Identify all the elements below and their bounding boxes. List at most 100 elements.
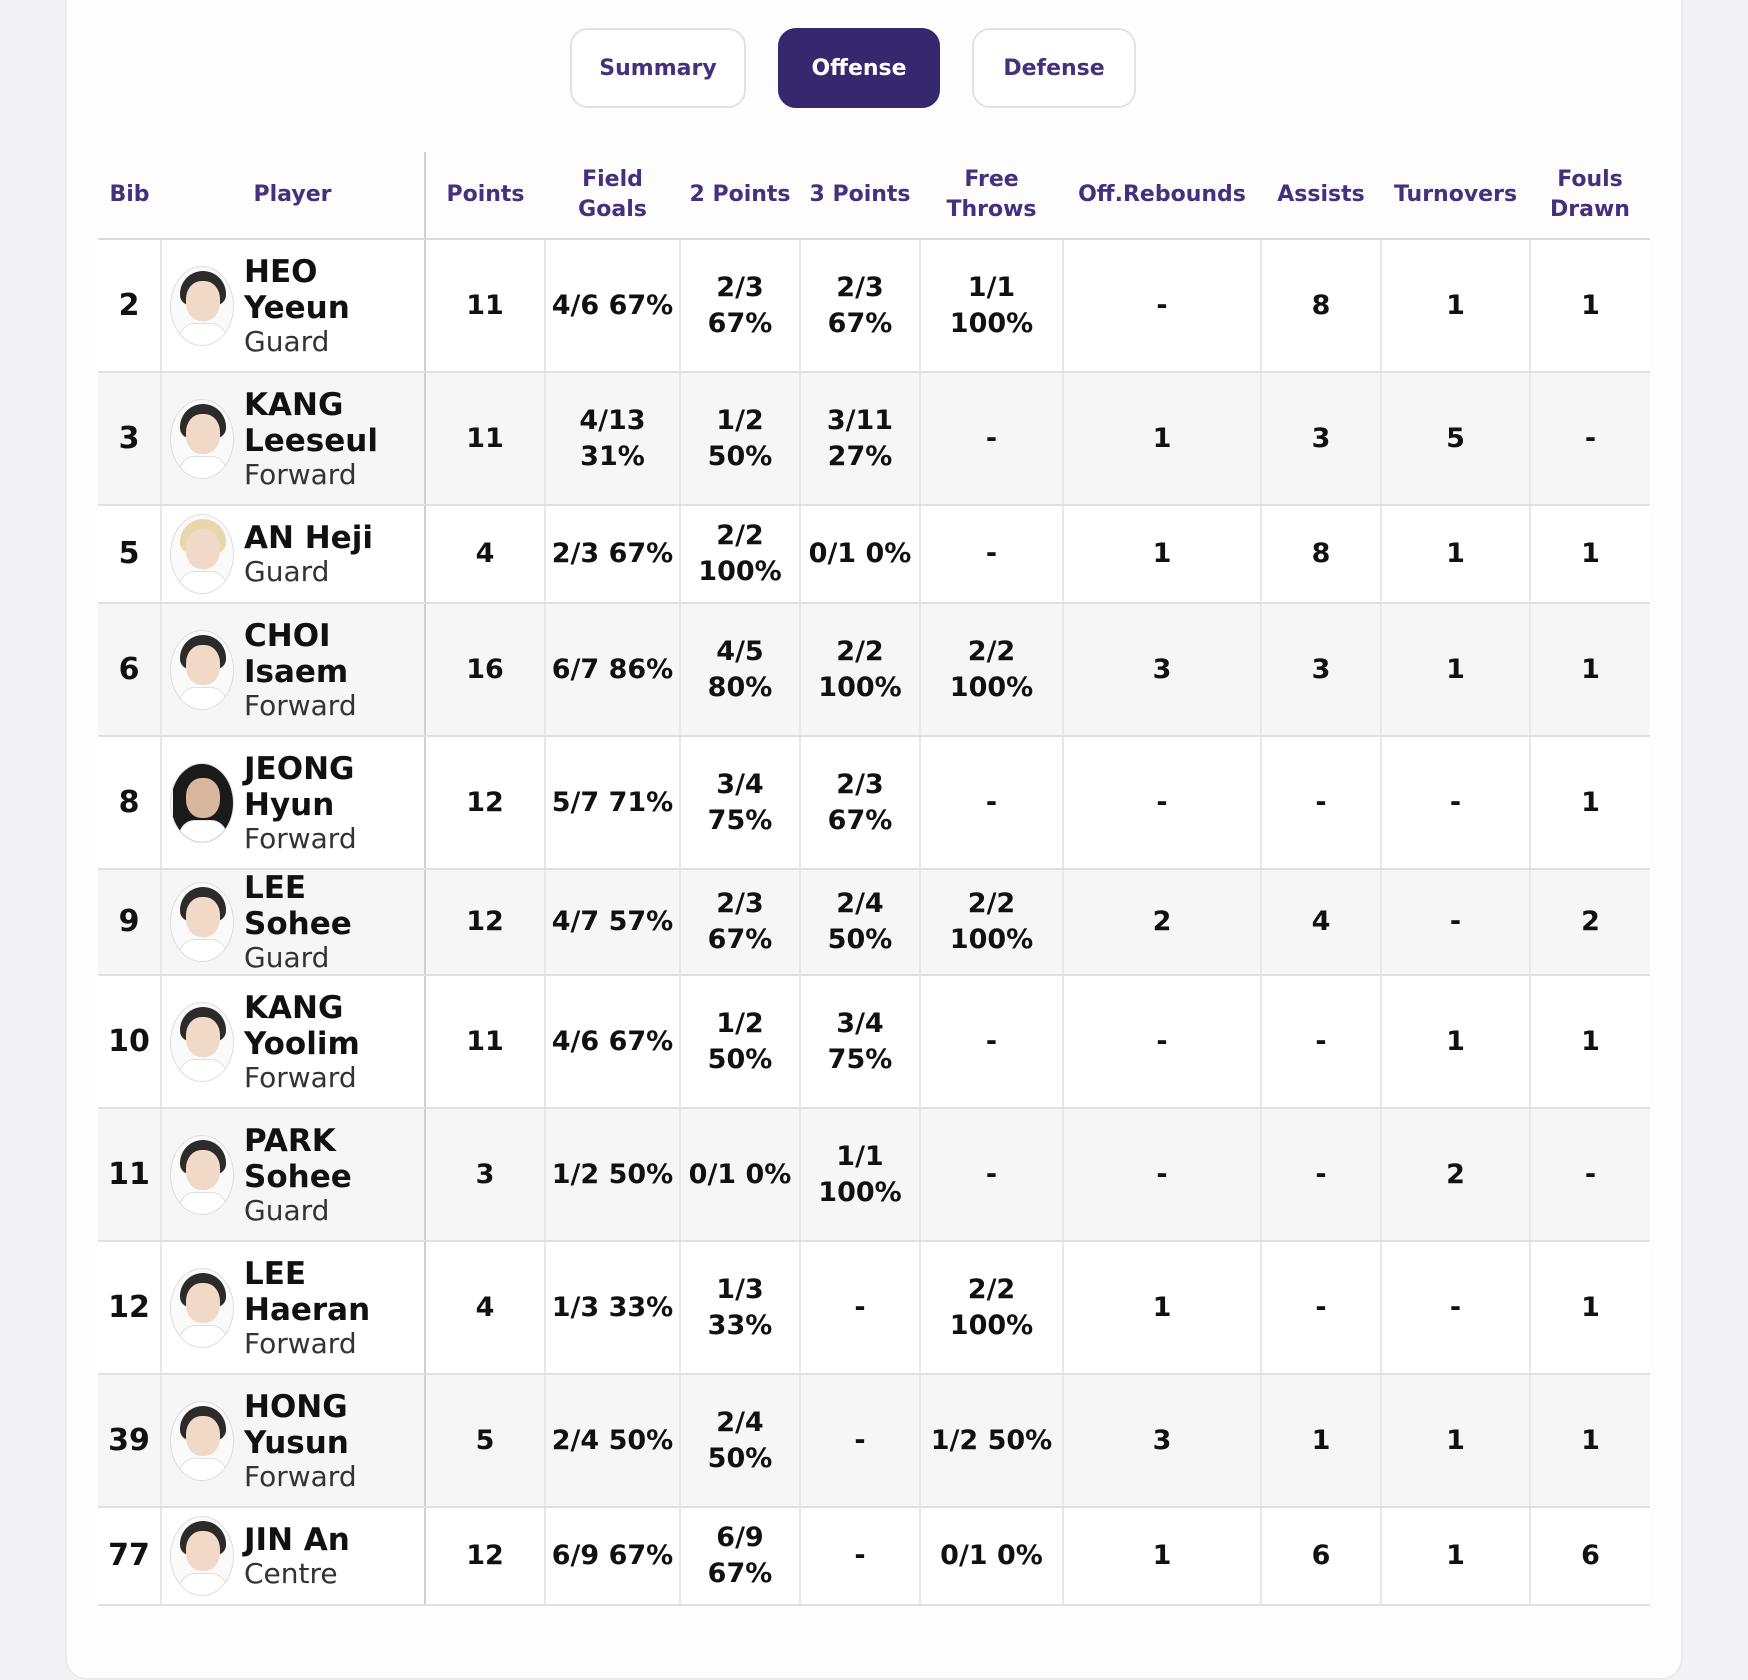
- player-name[interactable]: PARK Sohee: [244, 1122, 352, 1195]
- bib-cell: 5: [98, 505, 162, 604]
- player-name[interactable]: LEE Haeran: [244, 1255, 371, 1328]
- bib-cell: 11: [98, 1108, 162, 1242]
- player-position: Guard: [244, 1193, 330, 1227]
- bib-cell: 12: [98, 1241, 162, 1375]
- tab-summary[interactable]: Summary: [570, 28, 746, 108]
- player-name[interactable]: CHOI Isaem: [244, 617, 349, 690]
- player-name[interactable]: AN Heji: [244, 520, 373, 556]
- player-name[interactable]: LEE Sohee: [244, 870, 352, 942]
- player-cell[interactable]: CHOI Isaem Forward: [161, 603, 426, 737]
- table-row[interactable]: 12 LEE Haeran Forward 4 1/3 33% 1/3 33% -2/2 1…: [98, 1241, 1650, 1375]
- avatar: [170, 398, 234, 479]
- turnovers-cell: 1: [1381, 505, 1531, 604]
- assists-cell: 1: [1261, 1374, 1382, 1508]
- player-name[interactable]: HONG Yusun: [244, 1388, 349, 1461]
- free-throws-cell: 2/2 100%: [920, 869, 1064, 976]
- off-rebounds-cell: -: [1063, 239, 1262, 373]
- player-cell[interactable]: HONG Yusun Forward: [161, 1374, 426, 1508]
- three-points-cell: -: [800, 1374, 921, 1508]
- free-throws-cell: 1/2 50%: [920, 1374, 1064, 1508]
- player-cell[interactable]: PARK Sohee Guard: [161, 1108, 426, 1242]
- bib-cell: 77: [98, 1507, 162, 1606]
- three-points-cell: 3/11 27%: [800, 372, 921, 506]
- two-points-cell: 2/4 50%: [680, 1374, 801, 1508]
- player-cell[interactable]: LEE Haeran Forward: [161, 1241, 426, 1375]
- player-position: Centre: [244, 1557, 338, 1590]
- tab-offense[interactable]: Offense: [778, 28, 940, 108]
- fouls-drawn-cell: 1: [1530, 1374, 1650, 1508]
- avatar: [170, 265, 234, 346]
- player-cell[interactable]: KANG Yoolim Forward: [161, 975, 426, 1109]
- table-row[interactable]: 2 HEO Yeeun Guard 11 4/6 67% 2/3 67% 2/3 67% 1/…: [98, 239, 1650, 373]
- bib-cell: 9: [98, 869, 162, 976]
- turnovers-cell: 5: [1381, 372, 1531, 506]
- header-bib: Bib: [98, 152, 161, 240]
- off-rebounds-cell: 3: [1063, 1374, 1262, 1508]
- turnovers-cell: -: [1381, 736, 1531, 870]
- table-row[interactable]: 9 LEE Sohee Guard 12 4/7 57% 2/3 67% 2/4 50% 2/…: [98, 869, 1650, 976]
- header-2-points: 2 Points: [680, 152, 800, 240]
- avatar: [170, 1001, 234, 1082]
- avatar: [170, 1267, 234, 1348]
- assists-cell: 4: [1261, 869, 1382, 976]
- free-throws-cell: -: [920, 975, 1064, 1109]
- turnovers-cell: -: [1381, 1241, 1531, 1375]
- free-throws-cell: 1/1 100%: [920, 239, 1064, 373]
- table-row[interactable]: 8 JEONG Hyun Forward 12 5/7 71% 3/4 75% 2/3 67…: [98, 736, 1650, 870]
- table-row[interactable]: 39 HONG Yusun Forward 5 2/4 50% 2/4 50% -1/2 5…: [98, 1374, 1650, 1508]
- player-cell[interactable]: JEONG Hyun Forward: [161, 736, 426, 870]
- points-cell: 11: [425, 372, 546, 506]
- field-goals-cell: 2/3 67%: [545, 505, 681, 604]
- player-name[interactable]: KANG Leeseul: [244, 386, 378, 459]
- off-rebounds-cell: -: [1063, 736, 1262, 870]
- points-cell: 16: [425, 603, 546, 737]
- table-row[interactable]: 10 KANG Yoolim Forward 11 4/6 67% 1/2 50% 3/4 …: [98, 975, 1650, 1109]
- table-row[interactable]: 77 JIN An Centre 12 6/9 67% 6/9 67% -0/1 0% 1 6 1…: [98, 1507, 1650, 1606]
- free-throws-cell: -: [920, 1108, 1064, 1242]
- turnovers-cell: 1: [1381, 603, 1531, 737]
- bib-cell: 2: [98, 239, 162, 373]
- table-row[interactable]: 11 PARK Sohee Guard 3 1/2 50% 0/1 0% 1/1 100% -…: [98, 1108, 1650, 1242]
- field-goals-cell: 4/13 31%: [545, 372, 681, 506]
- tab-defense[interactable]: Defense: [972, 28, 1136, 108]
- player-cell[interactable]: KANG Leeseul Forward: [161, 372, 426, 506]
- field-goals-cell: 4/6 67%: [545, 239, 681, 373]
- fouls-drawn-cell: 1: [1530, 239, 1650, 373]
- header-fouls-drawn: Fouls Drawn: [1530, 152, 1650, 240]
- player-cell[interactable]: HEO Yeeun Guard: [161, 239, 426, 373]
- player-position: Forward: [244, 1060, 357, 1094]
- three-points-cell: 2/3 67%: [800, 736, 921, 870]
- player-cell[interactable]: AN Heji Guard: [161, 505, 426, 604]
- avatar: [170, 762, 234, 843]
- table-row[interactable]: 5 AN Heji Guard 4 2/3 67% 2/2 100% 0/1 0% -1 8 1 1: [98, 505, 1650, 604]
- table-row[interactable]: 3 KANG Leeseul Forward 11 4/13 31% 1/2 50% 3/1…: [98, 372, 1650, 506]
- three-points-cell: -: [800, 1507, 921, 1606]
- player-position: Forward: [244, 457, 357, 491]
- off-rebounds-cell: -: [1063, 1108, 1262, 1242]
- field-goals-cell: 1/3 33%: [545, 1241, 681, 1375]
- assists-cell: -: [1261, 736, 1382, 870]
- turnovers-cell: 1: [1381, 975, 1531, 1109]
- bib-cell: 6: [98, 603, 162, 737]
- off-rebounds-cell: 3: [1063, 603, 1262, 737]
- three-points-cell: 1/1 100%: [800, 1108, 921, 1242]
- player-cell[interactable]: JIN An Centre: [161, 1507, 426, 1606]
- fouls-drawn-cell: 1: [1530, 1241, 1650, 1375]
- free-throws-cell: 0/1 0%: [920, 1507, 1064, 1606]
- player-name[interactable]: HEO Yeeun: [244, 253, 350, 326]
- player-name[interactable]: JEONG Hyun: [244, 750, 355, 823]
- header-field-goals: Field Goals: [545, 152, 680, 240]
- points-cell: 5: [425, 1374, 546, 1508]
- two-points-cell: 6/9 67%: [680, 1507, 801, 1606]
- two-points-cell: 2/2 100%: [680, 505, 801, 604]
- header-turnovers: Turnovers: [1381, 152, 1530, 240]
- field-goals-cell: 1/2 50%: [545, 1108, 681, 1242]
- bib-cell: 3: [98, 372, 162, 506]
- off-rebounds-cell: 2: [1063, 869, 1262, 976]
- avatar: [170, 629, 234, 710]
- player-name[interactable]: KANG Yoolim: [244, 989, 360, 1062]
- assists-cell: -: [1261, 975, 1382, 1109]
- player-name[interactable]: JIN An: [244, 1522, 350, 1558]
- table-row[interactable]: 6 CHOI Isaem Forward 16 6/7 86% 4/5 80% 2/2 10…: [98, 603, 1650, 737]
- player-cell[interactable]: LEE Sohee Guard: [161, 869, 426, 976]
